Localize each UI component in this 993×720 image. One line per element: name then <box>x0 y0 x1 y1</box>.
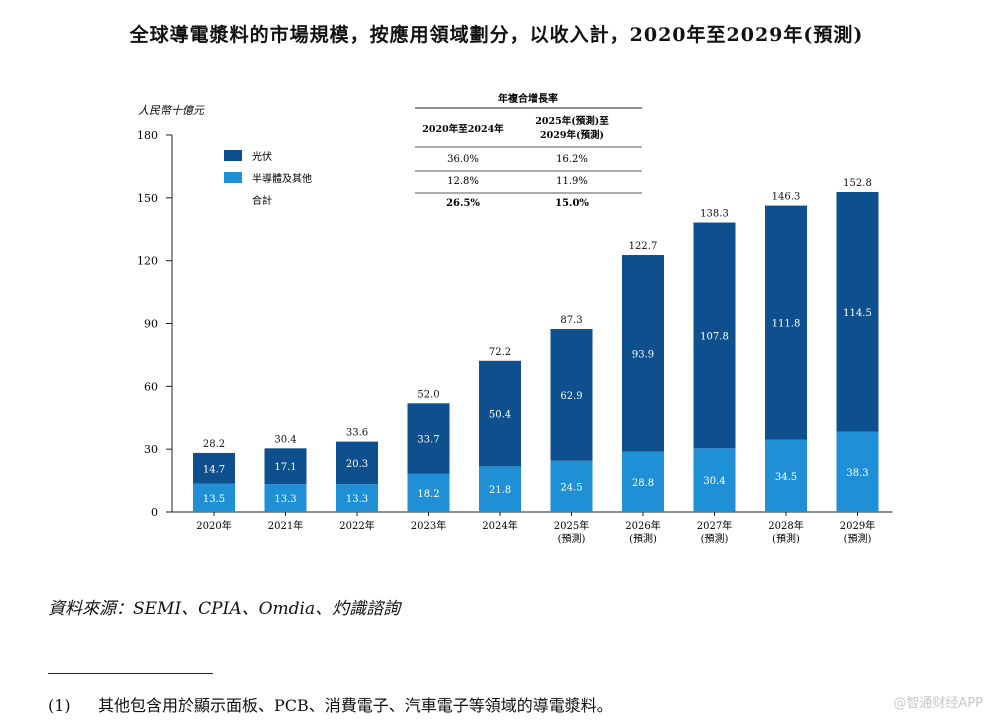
bar-value-label-semiconductor: 18.2 <box>417 489 439 500</box>
bar-semiconductor-other <box>264 484 307 512</box>
x-tick-label: 2028年 <box>768 519 803 532</box>
bar-photovoltaic <box>765 205 807 440</box>
cagr-header-period-2a: 2025年(預測)至 <box>535 115 609 127</box>
bar-photovoltaic <box>836 191 879 432</box>
bar-total-label: 146.3 <box>772 192 801 203</box>
bar-total-label: 52.0 <box>417 389 439 400</box>
bar-value-label-semiconductor: 21.8 <box>489 485 511 496</box>
x-tick-label: 2022年 <box>339 519 374 532</box>
bar-value-label-photovoltaic: 33.7 <box>417 435 439 446</box>
bar-semiconductor-other <box>622 451 664 512</box>
x-tick-label: 2026年 <box>625 519 660 532</box>
bar-value-label-semiconductor: 24.5 <box>560 482 582 493</box>
source-note: 資料來源：SEMI、CPIA、Omdia、灼識諮詢 <box>48 599 401 619</box>
bar-value-label-photovoltaic: 114.5 <box>843 308 872 319</box>
cagr-value-2020-2024: 26.5% <box>446 198 480 209</box>
cagr-table-title: 年複合增長率 <box>498 92 558 105</box>
footnote-number: (1) <box>48 696 71 715</box>
bar-value-label-photovoltaic: 62.9 <box>560 391 582 402</box>
x-tick-label: 2027年 <box>697 519 732 532</box>
bar-value-label-photovoltaic: 107.8 <box>700 331 729 342</box>
y-tick-label: 120 <box>137 255 158 268</box>
x-tick-label: 2025年 <box>554 519 589 532</box>
bar-total-label: 28.2 <box>203 439 225 450</box>
bar-total-label: 152.8 <box>843 178 872 189</box>
x-tick-note: (預測) <box>558 532 586 545</box>
bar-semiconductor-other <box>765 439 807 512</box>
y-tick-label: 60 <box>144 380 158 393</box>
x-tick-label: 2023年 <box>411 519 446 532</box>
y-tick-label: 0 <box>151 506 158 519</box>
bar-value-label-semiconductor: 13.3 <box>346 494 368 505</box>
bar-total-label: 138.3 <box>700 209 729 220</box>
legend-label: 合計 <box>252 194 272 207</box>
y-tick-label: 150 <box>137 192 158 205</box>
bar-photovoltaic <box>622 255 664 452</box>
cagr-header-period-1: 2020年至2024年 <box>422 123 504 135</box>
bar-total-label: 33.6 <box>346 428 368 439</box>
bar-total-label: 30.4 <box>274 434 296 445</box>
bar-value-label-photovoltaic: 50.4 <box>489 410 511 421</box>
x-tick-note: (預測) <box>772 532 800 545</box>
footnote-text: 其他包含用於顯示面板、PCB、消費電子、汽車電子等領域的導電漿料。 <box>98 696 613 715</box>
y-tick-label: 180 <box>137 129 158 142</box>
bar-semiconductor-other <box>407 473 450 512</box>
bar-semiconductor-other <box>479 466 521 512</box>
cagr-value-2025-2029: 15.0% <box>555 198 589 209</box>
bar-total-label: 72.2 <box>489 347 511 358</box>
cagr-header-period-2b: 2029年(預測) <box>540 129 604 141</box>
stacked-bar-chart: 0 30 60 90 120 150 180 人民幣十億元 13.5 14.7 28.2 2020年 1… <box>137 92 893 545</box>
x-tick-note: (預測) <box>629 532 657 545</box>
bar-value-label-semiconductor: 28.8 <box>632 478 654 489</box>
x-tick-label: 2020年 <box>196 519 231 532</box>
bar-photovoltaic <box>264 448 307 485</box>
y-tick-label: 30 <box>144 443 158 456</box>
legend-swatch-photovoltaic <box>224 150 242 161</box>
bar-photovoltaic <box>693 222 736 449</box>
chart-title: 全球導電漿料的市場規模，按應用領域劃分，以收入計，2020年至2029年(預測) <box>129 24 864 46</box>
cagr-value-2025-2029: 11.9% <box>556 176 588 187</box>
x-tick-label: 2024年 <box>482 519 517 532</box>
bar-photovoltaic <box>193 452 235 484</box>
legend-swatch-semiconductor-other <box>224 172 242 183</box>
bar-semiconductor-other <box>693 448 736 512</box>
bar-value-label-semiconductor: 13.3 <box>274 494 296 505</box>
legend-label: 半導體及其他 <box>252 172 312 185</box>
y-tick-label: 90 <box>144 318 158 331</box>
x-tick-note: (預測) <box>701 532 729 545</box>
bar-total-label: 122.7 <box>629 241 658 252</box>
x-tick-note: (預測) <box>844 532 872 545</box>
bar-value-label-photovoltaic: 111.8 <box>772 319 801 330</box>
footnote-divider <box>48 673 213 674</box>
x-tick-label: 2029年 <box>840 519 875 532</box>
cagr-value-2025-2029: 16.2% <box>556 154 588 165</box>
watermark: @智通财经APP <box>893 696 983 711</box>
bar-value-label-semiconductor: 13.5 <box>203 494 225 505</box>
bar-value-label-photovoltaic: 14.7 <box>203 464 225 475</box>
footnote: (1) 其他包含用於顯示面板、PCB、消費電子、汽車電子等領域的導電漿料。 <box>48 692 613 716</box>
bar-photovoltaic <box>550 328 593 461</box>
bar-semiconductor-other <box>336 484 378 512</box>
bar-value-label-photovoltaic: 93.9 <box>632 349 654 360</box>
cagr-value-2020-2024: 12.8% <box>447 176 479 187</box>
cagr-value-2020-2024: 36.0% <box>447 154 479 165</box>
bar-semiconductor-other <box>836 431 879 512</box>
y-unit-label: 人民幣十億元 <box>138 104 205 117</box>
bar-semiconductor-other <box>193 483 235 512</box>
bar-photovoltaic <box>479 360 521 467</box>
bar-value-label-photovoltaic: 17.1 <box>274 462 296 473</box>
legend-label: 光伏 <box>252 150 272 163</box>
bar-photovoltaic <box>336 441 378 485</box>
bar-photovoltaic <box>407 403 450 474</box>
x-tick-label: 2021年 <box>268 519 303 532</box>
bar-value-label-semiconductor: 38.3 <box>846 468 868 479</box>
bar-value-label-photovoltaic: 20.3 <box>346 459 368 470</box>
bar-total-label: 87.3 <box>560 315 582 326</box>
bar-value-label-semiconductor: 34.5 <box>775 472 797 483</box>
bar-value-label-semiconductor: 30.4 <box>703 476 725 487</box>
bar-semiconductor-other <box>550 460 593 512</box>
